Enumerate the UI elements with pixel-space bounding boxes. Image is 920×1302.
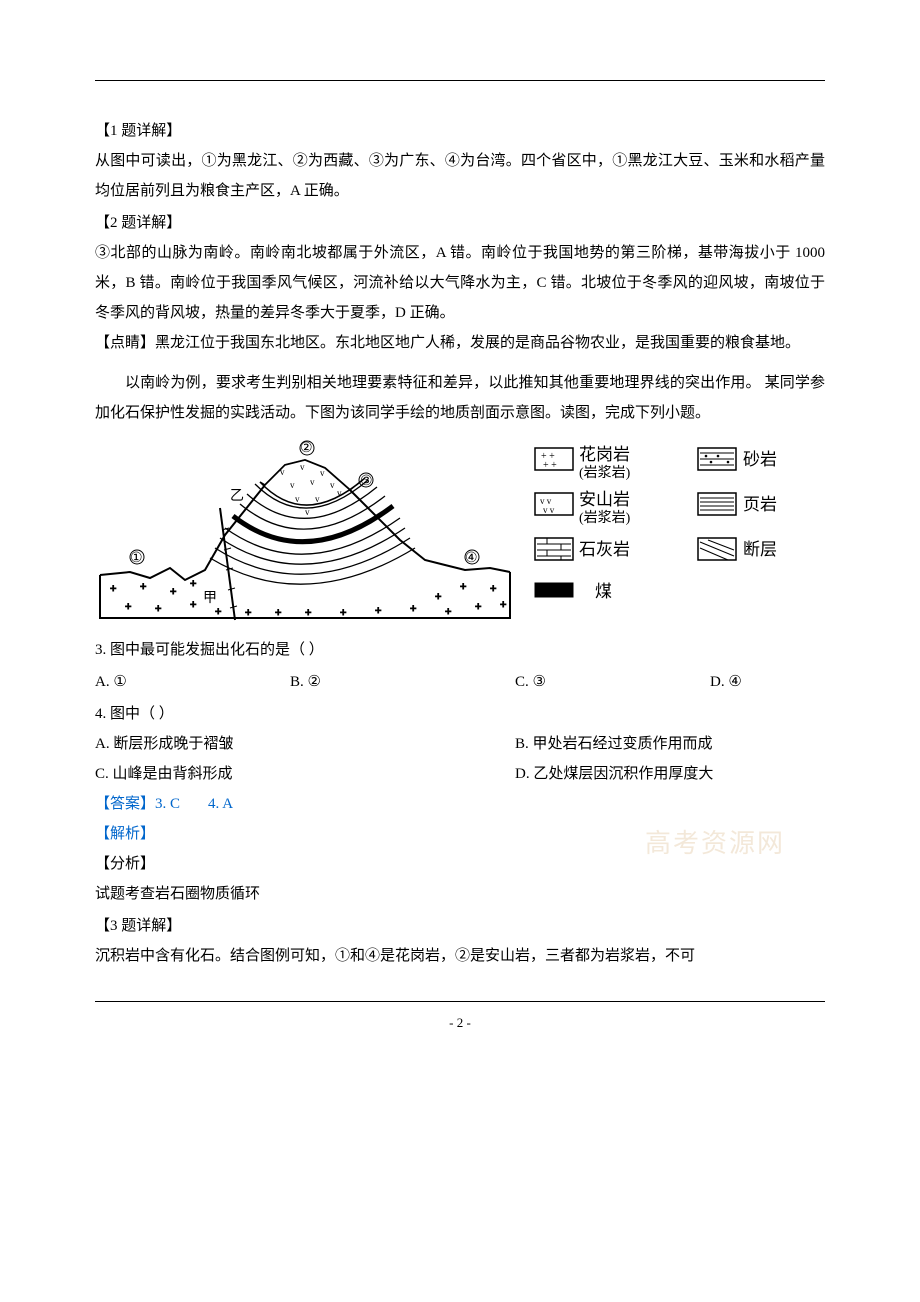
- legend-granite-sub: (岩浆岩): [579, 465, 631, 481]
- svg-text:+: +: [190, 599, 196, 611]
- svg-text:v: v: [310, 477, 315, 487]
- dianjing-body: 【点睛】黑龙江位于我国东北地区。东北地区地广人稀，发展的是商品谷物农业，是我国重…: [95, 328, 825, 358]
- legend-andesite: 安山岩: [579, 490, 630, 509]
- svg-text:+: +: [435, 591, 441, 603]
- legend-granite: 花岗岩: [579, 445, 630, 464]
- q1-detail-title: 【1 题详解】: [95, 116, 825, 146]
- svg-text:v: v: [330, 480, 335, 490]
- svg-text:+: +: [375, 605, 381, 617]
- q3-text: 3. 图中最可能发掘出化石的是（ ）: [95, 635, 825, 665]
- svg-text:+: +: [410, 603, 416, 615]
- jiexi-label: 【解析】: [95, 819, 825, 849]
- svg-text:+: +: [475, 601, 481, 613]
- svg-text:+: +: [275, 607, 281, 619]
- legend-fault: 断层: [743, 540, 777, 559]
- geology-diagram: +++ +++ +++ +++ +++ +++ ++ vvv vvv v: [95, 440, 515, 625]
- intro-paragraph: 以南岭为例，要求考生判别相关地理要素特征和差异，以此推知其他重要地理界线的突出作…: [95, 368, 825, 428]
- legend-coal: 煤: [595, 582, 612, 601]
- svg-text:v: v: [320, 468, 325, 478]
- q4-opt-b: B. 甲处岩石经过变质作用而成: [515, 729, 825, 759]
- top-rule: [95, 80, 825, 81]
- svg-text:+: +: [190, 578, 196, 590]
- svg-text:+: +: [110, 583, 116, 595]
- legend-sandstone: 砂岩: [743, 450, 777, 469]
- q4-options-row2: C. 山峰是由背斜形成 D. 乙处煤层因沉积作用厚度大: [95, 759, 825, 789]
- svg-text:+: +: [140, 581, 146, 593]
- q3-opt-d: D. ④: [710, 667, 825, 697]
- legend-limestone: 石灰岩: [579, 540, 630, 559]
- answer-line: 【答案】3. C 4. A: [95, 789, 825, 819]
- q4-opt-a: A. 断层形成晚于褶皱: [95, 729, 515, 759]
- figure-row: +++ +++ +++ +++ +++ +++ ++ vvv vvv v: [95, 440, 825, 625]
- q4-options-row1: A. 断层形成晚于褶皱 B. 甲处岩石经过变质作用而成: [95, 729, 825, 759]
- legend: + + + + 花岗岩 (岩浆岩) 砂岩 v v v v 安山岩 (岩浆岩): [533, 440, 808, 625]
- svg-text:v: v: [290, 480, 295, 490]
- marker-yi: 乙: [230, 488, 244, 504]
- svg-text:v: v: [300, 462, 305, 472]
- q3-opt-c: C. ③: [515, 667, 710, 697]
- fenxi-label: 【分析】: [95, 849, 825, 879]
- svg-text:v: v: [295, 494, 300, 504]
- q3-detail-body: 沉积岩中含有化石。结合图例可知，①和④是花岗岩，②是安山岩，三者都为岩浆岩，不可: [95, 941, 825, 971]
- q3-opt-a: A. ①: [95, 667, 290, 697]
- page-number: - 2 -: [95, 1010, 825, 1036]
- svg-text:+: +: [460, 581, 466, 593]
- answer-4: 4. A: [208, 796, 233, 812]
- svg-text:+: +: [155, 603, 161, 615]
- svg-text:+: +: [245, 607, 251, 619]
- svg-text:+: +: [305, 607, 311, 619]
- answer-3: 3. C: [155, 796, 180, 812]
- svg-text:+: +: [490, 583, 496, 595]
- q2-detail-body: ③北部的山脉为南岭。南岭南北坡都属于外流区，A 错。南岭位于我国地势的第三阶梯，…: [95, 238, 825, 328]
- q3-options: A. ① B. ② C. ③ D. ④: [95, 667, 825, 697]
- bottom-rule: [95, 1001, 825, 1002]
- svg-text:v: v: [280, 467, 285, 477]
- svg-text:v v: v v: [543, 505, 555, 515]
- q4-text: 4. 图中（ ）: [95, 699, 825, 729]
- answer-label: 【答案】: [95, 796, 155, 812]
- svg-text:+: +: [215, 606, 221, 618]
- svg-text:+: +: [170, 586, 176, 598]
- svg-text:v: v: [337, 488, 342, 498]
- q3-opt-b: B. ②: [290, 667, 515, 697]
- legend-shale: 页岩: [743, 495, 777, 514]
- q4-opt-c: C. 山峰是由背斜形成: [95, 759, 515, 789]
- svg-text:v: v: [305, 507, 310, 517]
- legend-andesite-sub: (岩浆岩): [579, 510, 631, 526]
- svg-text:+: +: [445, 606, 451, 618]
- q3-detail-title: 【3 题详解】: [95, 911, 825, 941]
- svg-text:+: +: [340, 607, 346, 619]
- q1-detail-body: 从图中可读出，①为黑龙江、②为西藏、③为广东、④为台湾。四个省区中，①黑龙江大豆…: [95, 146, 825, 206]
- q2-detail-title: 【2 题详解】: [95, 208, 825, 238]
- fenxi-body: 试题考查岩石圈物质循环: [95, 879, 825, 909]
- svg-text:+: +: [500, 599, 506, 611]
- svg-text:+: +: [125, 601, 131, 613]
- svg-text:v: v: [315, 494, 320, 504]
- marker-jia: 甲: [203, 591, 217, 606]
- q4-opt-d: D. 乙处煤层因沉积作用厚度大: [515, 759, 825, 789]
- svg-text:+ +: + +: [543, 460, 557, 471]
